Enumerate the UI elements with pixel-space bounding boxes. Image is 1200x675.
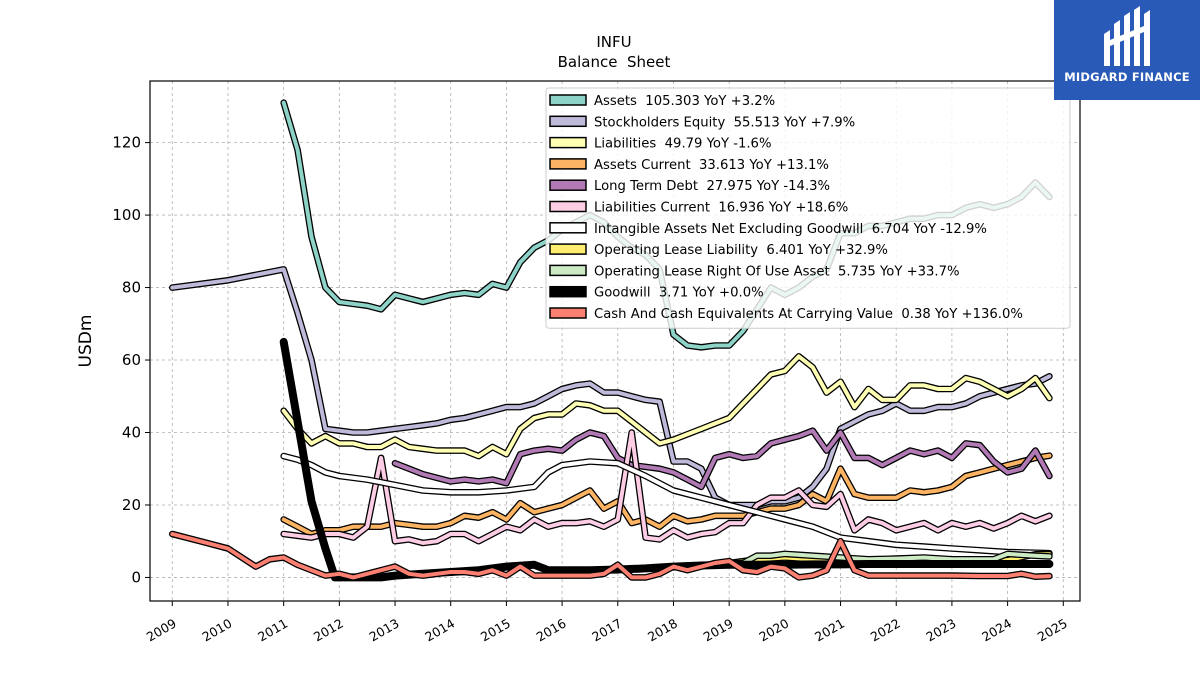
legend-label: Long Term Debt 27.975 YoY -14.3% [594,179,830,194]
legend-swatch [549,222,587,234]
y-tick-label: 120 [112,134,141,152]
series-2 [280,353,1053,460]
x-tick-label: 2023 [923,616,958,645]
y-tick-label: 40 [122,423,141,441]
series-3 [280,452,1053,538]
y-tick-label: 100 [112,206,141,224]
x-tick-label: 2025 [1035,616,1070,645]
legend-swatch [549,243,587,255]
legend-swatch [549,158,587,170]
series-line [170,532,1052,580]
x-tick-label: 2016 [534,616,569,645]
x-tick-label: 2017 [589,616,624,645]
series-4 [391,427,1053,491]
x-tick-label: 2014 [422,616,457,645]
x-tick-label: 2024 [979,616,1014,645]
legend-swatch [549,179,587,191]
legend-label: Liabilities Current 16.936 YoY +18.6% [594,201,848,216]
series-line [170,267,1052,507]
x-tick-label: 2020 [756,616,791,645]
chart-subtitle: Balance Sheet [558,53,671,71]
series-line [281,453,1052,536]
plot-frame [149,80,1081,602]
series-line [281,354,1052,459]
x-tick-label: 2019 [701,616,736,645]
y-axis-label: USDm [76,315,96,368]
x-tick-label: 2010 [199,616,234,645]
legend-label: Stockholders Equity 55.513 YoY +7.9% [594,115,855,130]
legend-label: Intangible Assets Net Excluding Goodwill… [594,222,987,237]
series-10 [169,530,1053,581]
series-line [393,428,1052,489]
legend-label: Cash And Cash Equivalents At Carrying Va… [594,307,1023,322]
chart-title: INFU [596,33,631,51]
series-8 [725,550,1053,567]
midgard-logo-icon [1104,6,1150,66]
series-5 [280,429,1053,547]
legend-label: Liabilities 49.79 YoY -1.6% [594,137,771,152]
brand-name: MIDGARD FINANCE [1064,70,1190,84]
series-6 [280,452,1053,557]
legend-swatch [549,136,587,149]
legend-label: Assets 105.303 YoY +3.2% [594,94,775,109]
series-line [281,430,1052,545]
x-tick-label: 2018 [645,616,680,645]
legend-label: Assets Current 33.613 YoY +13.1% [594,158,829,173]
y-tick-label: 60 [122,351,141,369]
y-tick-label: 0 [131,568,141,586]
x-tick-label: 2015 [478,616,513,645]
legend-swatch [549,307,587,319]
legend-label: Goodwill 3.71 YoY +0.0% [594,286,764,301]
y-tick-label: 80 [122,279,141,297]
legend-label: Operating Lease Right Of Use Asset 5.735… [594,264,960,279]
x-tick-label: 2009 [144,616,179,645]
x-tick-label: 2013 [367,616,402,645]
legend: Assets 105.303 YoY +3.2% Stockholders Equ… [545,87,1071,329]
legend-box [545,87,1071,329]
x-tick-label: 2011 [255,616,290,645]
legend-swatch [549,200,587,213]
series-line [281,454,1052,556]
series-line [727,551,1052,565]
x-tick-label: 2022 [868,616,903,645]
legend-swatch [549,285,587,298]
y-tick-label: 20 [122,496,141,514]
legend-swatch [549,94,587,106]
x-tick-label: 2021 [812,616,847,645]
series-layer [169,99,1054,582]
legend-label: Operating Lease Liability 6.401 YoY +32.… [594,243,888,258]
legend-swatch [549,115,587,128]
legend-swatch [549,264,587,277]
series-1 [169,266,1053,509]
x-tick-label: 2012 [311,616,346,645]
brand-logo: MIDGARD FINANCE [1054,0,1200,100]
